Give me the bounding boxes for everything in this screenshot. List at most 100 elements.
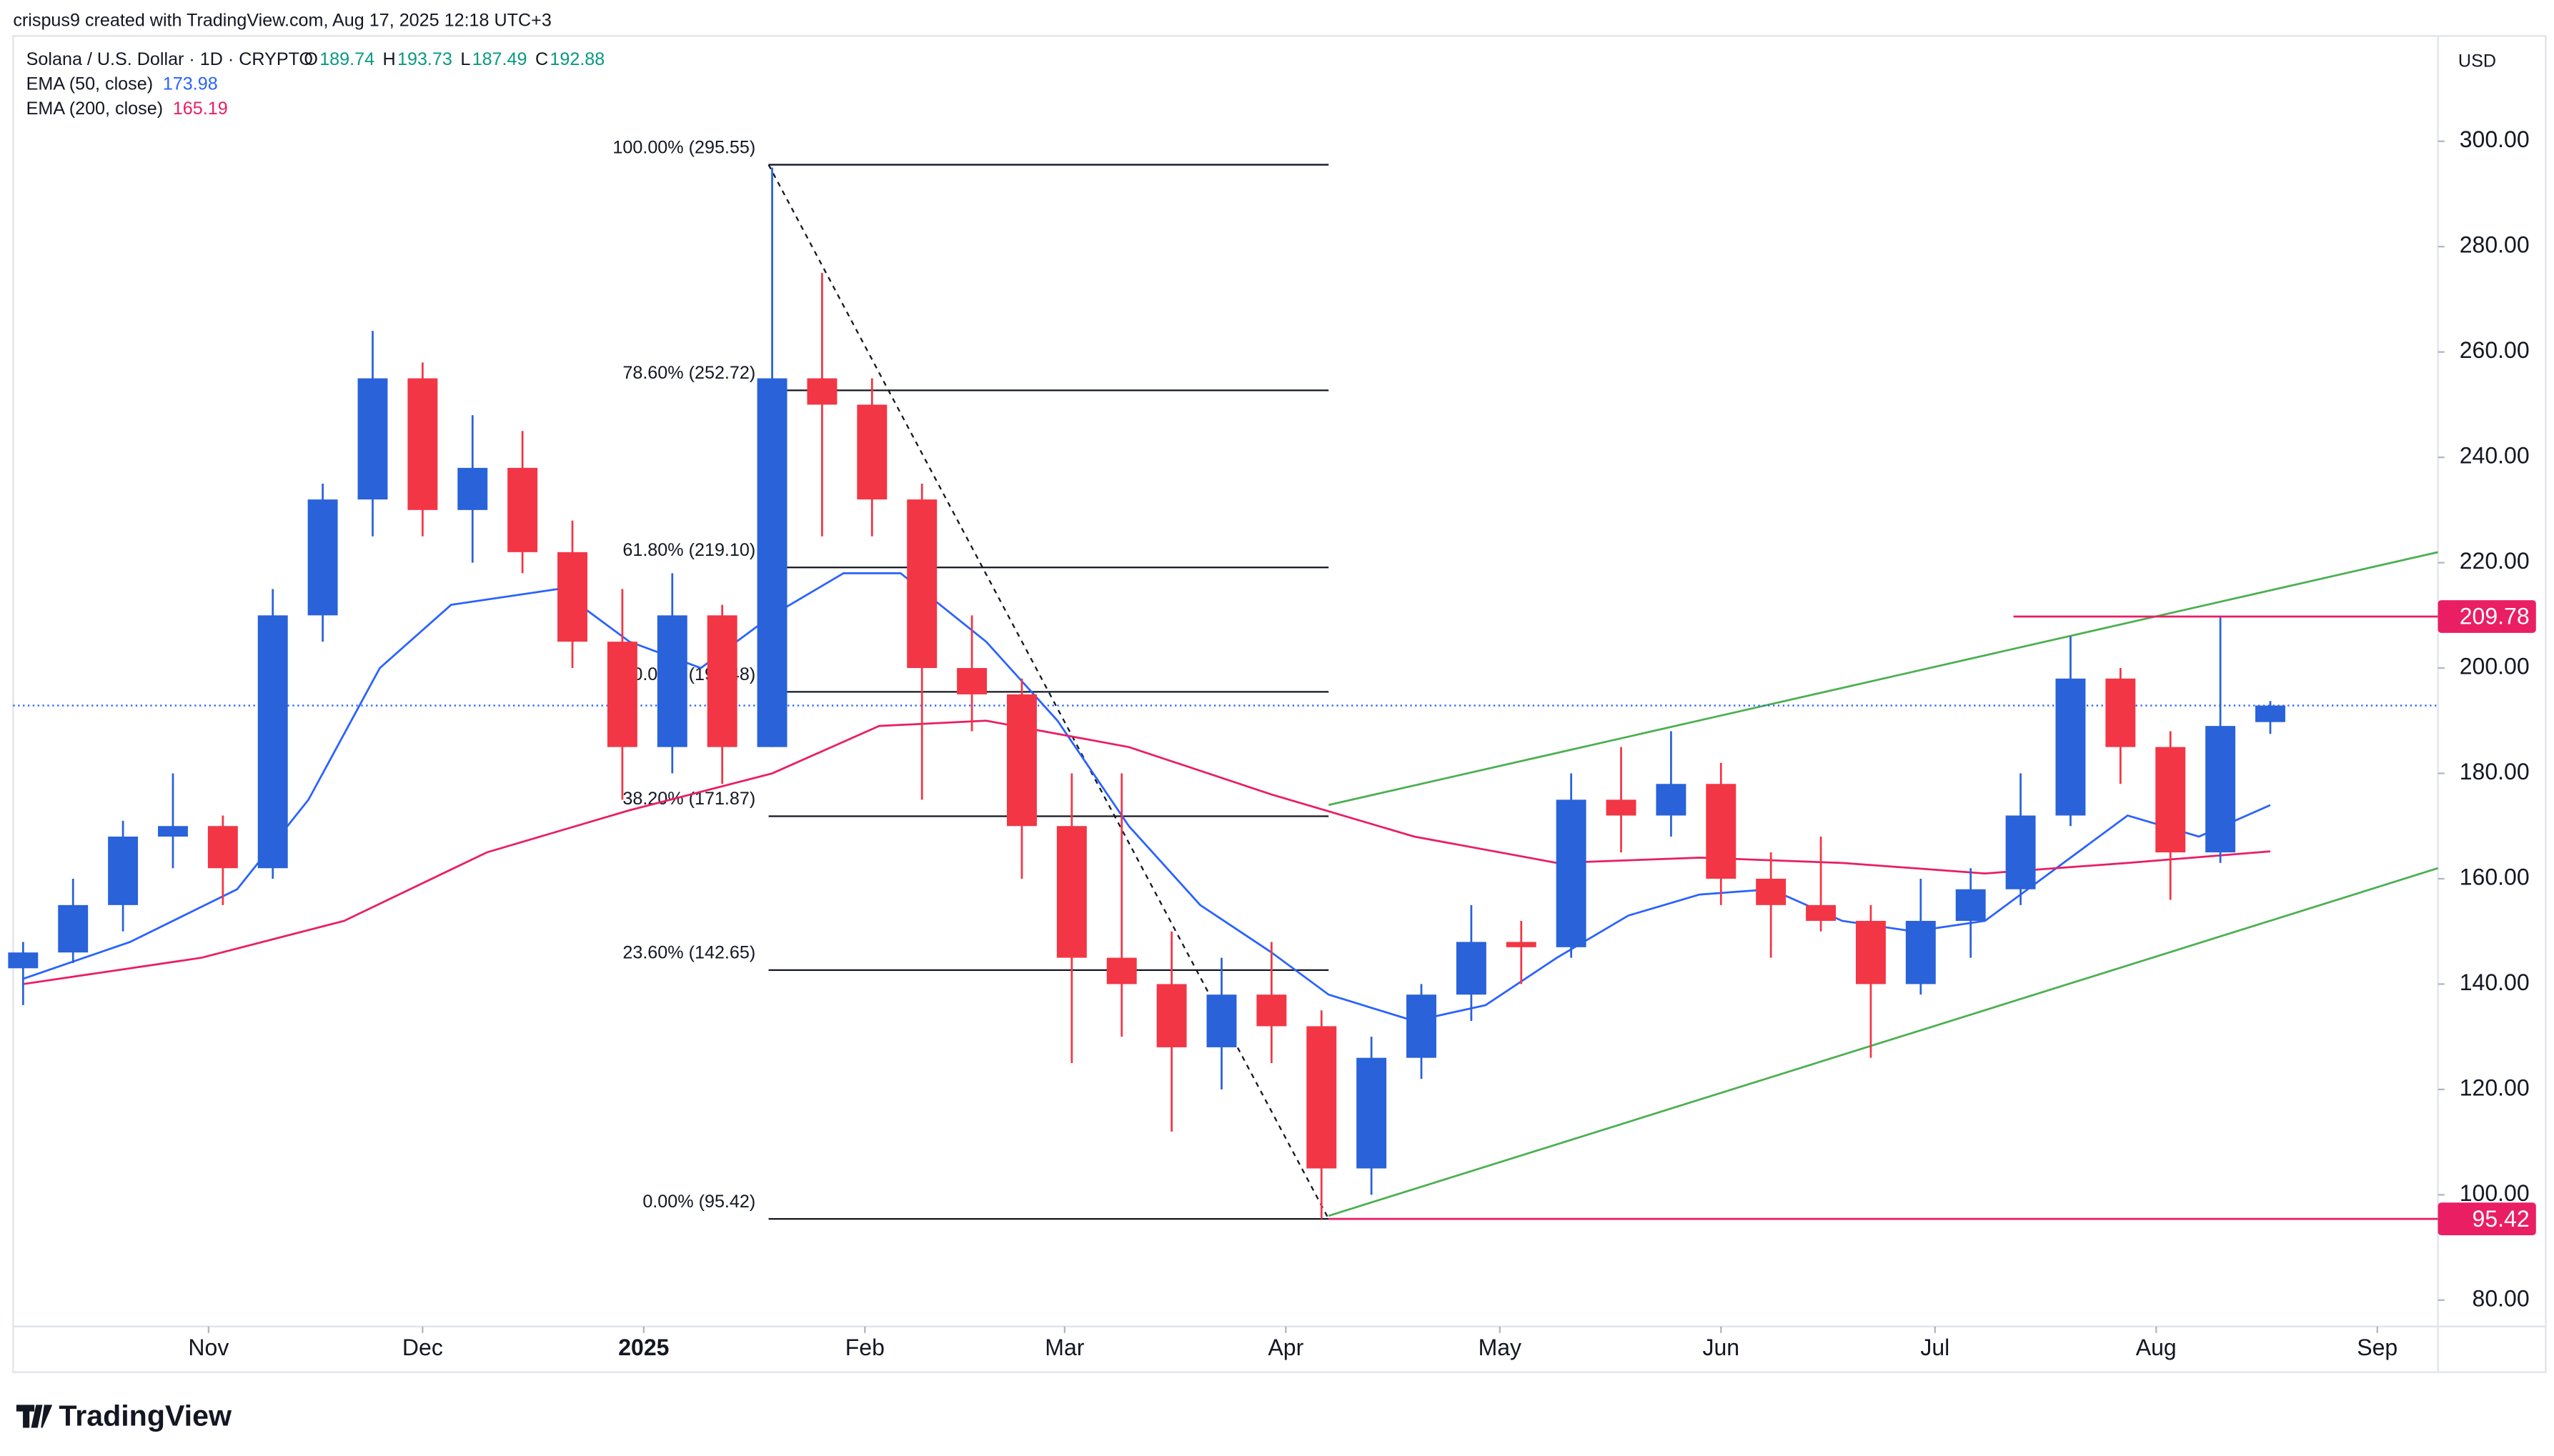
candle-body — [2255, 705, 2285, 722]
y-tick-label: 240.00 — [2460, 443, 2530, 469]
candle-body — [2155, 747, 2186, 853]
y-tick-label: 80.00 — [2473, 1285, 2530, 1311]
ohlc-value: 193.73 — [397, 49, 452, 69]
candle-body — [1456, 942, 1486, 995]
x-tick-label: Apr — [1268, 1335, 1303, 1360]
x-tick-label: Feb — [845, 1335, 885, 1360]
candle-body — [8, 952, 39, 969]
channel-line — [1328, 867, 2439, 1217]
y-tick-label: 160.00 — [2460, 864, 2530, 889]
candle-body — [1506, 942, 1536, 947]
ohlc-value: 192.88 — [550, 49, 605, 69]
candle-body — [108, 836, 139, 905]
channel-line — [1328, 551, 2438, 807]
ohlc-key: L — [460, 49, 470, 69]
candle-body — [1006, 694, 1037, 827]
candle-body — [507, 467, 538, 552]
y-tick-label: 220.00 — [2460, 548, 2530, 574]
x-tick-label: 2025 — [618, 1335, 669, 1360]
candle-body — [58, 904, 89, 953]
x-tick-label: Nov — [188, 1335, 229, 1360]
candle-body — [1606, 799, 1636, 816]
legend-entry: EMA (50, close) — [26, 74, 153, 94]
x-tick-label: Jun — [1702, 1335, 1739, 1360]
candle-body — [907, 499, 938, 669]
candle-body — [1306, 1026, 1337, 1169]
y-tick-label: 280.00 — [2460, 232, 2530, 258]
candle-body — [957, 668, 988, 694]
candle-body — [407, 378, 438, 510]
logo: TradingView — [16, 1400, 232, 1432]
ohlc-key: O — [304, 49, 318, 69]
level-label: 95.42 — [2473, 1206, 2530, 1232]
candle-body — [1656, 784, 1686, 816]
fib-label: 23.60% (142.65) — [622, 943, 755, 963]
candle-body — [307, 499, 338, 616]
logo-icon — [16, 1405, 53, 1428]
ohlc-key: H — [383, 49, 396, 69]
x-tick-label: Sep — [2357, 1335, 2398, 1360]
candle-body — [1106, 957, 1137, 984]
fib-label: 78.60% (252.72) — [622, 363, 755, 383]
level-tag — [2438, 1202, 2536, 1235]
candle-body — [1806, 904, 1837, 921]
candle-body — [1955, 889, 1986, 921]
candle-body — [757, 378, 787, 747]
x-tick-label: Aug — [2136, 1335, 2177, 1360]
candle-body — [1556, 799, 1586, 947]
x-tick-label: May — [1479, 1335, 1521, 1360]
symbol-title: Solana / U.S. Dollar · 1D · CRYPTO — [26, 49, 313, 69]
candle-body — [1356, 1057, 1387, 1169]
level-label: 209.78 — [2460, 604, 2530, 629]
plot-area: 100.00% (295.55) 78.60% (252.72) 61.80% (2… — [8, 137, 2439, 1220]
fib-label: 100.00% (295.55) — [612, 137, 755, 157]
fib-label: 0.00% (95.42) — [642, 1192, 755, 1212]
fib-label: 61.80% (219.10) — [622, 540, 755, 560]
candle-body — [607, 642, 637, 747]
y-tick-label: 200.00 — [2460, 654, 2530, 679]
y-tick-label: 140.00 — [2460, 969, 2530, 995]
candle-body — [807, 378, 838, 405]
candle-body — [1256, 994, 1287, 1027]
candle-body — [2055, 678, 2086, 816]
candle-body — [1905, 920, 1936, 984]
candle-body — [1756, 878, 1787, 905]
candle-body — [657, 615, 687, 747]
y-tick-label: 100.00 — [2460, 1180, 2530, 1206]
candle-body — [2105, 678, 2136, 747]
candle-body — [158, 826, 188, 837]
y-tick-label: 120.00 — [2460, 1074, 2530, 1100]
ohlc-value: 189.74 — [319, 49, 374, 69]
ohlc-value: 187.49 — [472, 49, 527, 69]
candle-body — [857, 404, 888, 500]
candle-body — [2205, 726, 2236, 853]
candle-body — [557, 552, 587, 642]
legend-entry: EMA (200, close) — [26, 99, 163, 119]
candle-body — [457, 467, 488, 510]
x-tick-label: Jul — [1920, 1335, 1949, 1360]
y-tick-label: 180.00 — [2460, 759, 2530, 784]
y-tick-label: 300.00 — [2460, 126, 2530, 152]
candle-body — [1206, 994, 1237, 1047]
candle-body — [1706, 784, 1736, 879]
candle-body — [207, 826, 238, 869]
x-tick-label: Dec — [402, 1335, 443, 1360]
candle-body — [1406, 994, 1436, 1058]
candle-body — [1156, 984, 1187, 1047]
frame — [12, 35, 2547, 1373]
candle-body — [2005, 815, 2036, 889]
x-tick-label: Mar — [1045, 1335, 1084, 1360]
y-tick-label: 260.00 — [2460, 337, 2530, 363]
ema-line — [23, 719, 2271, 985]
candle-body — [1855, 920, 1886, 984]
candle-body — [257, 615, 288, 869]
currency: USD — [2458, 51, 2496, 71]
ohlc-key: C — [535, 49, 548, 69]
logo-text: TradingView — [59, 1400, 232, 1432]
candle-body — [1056, 826, 1087, 958]
candle-body — [357, 378, 388, 500]
candle-body — [707, 615, 737, 747]
